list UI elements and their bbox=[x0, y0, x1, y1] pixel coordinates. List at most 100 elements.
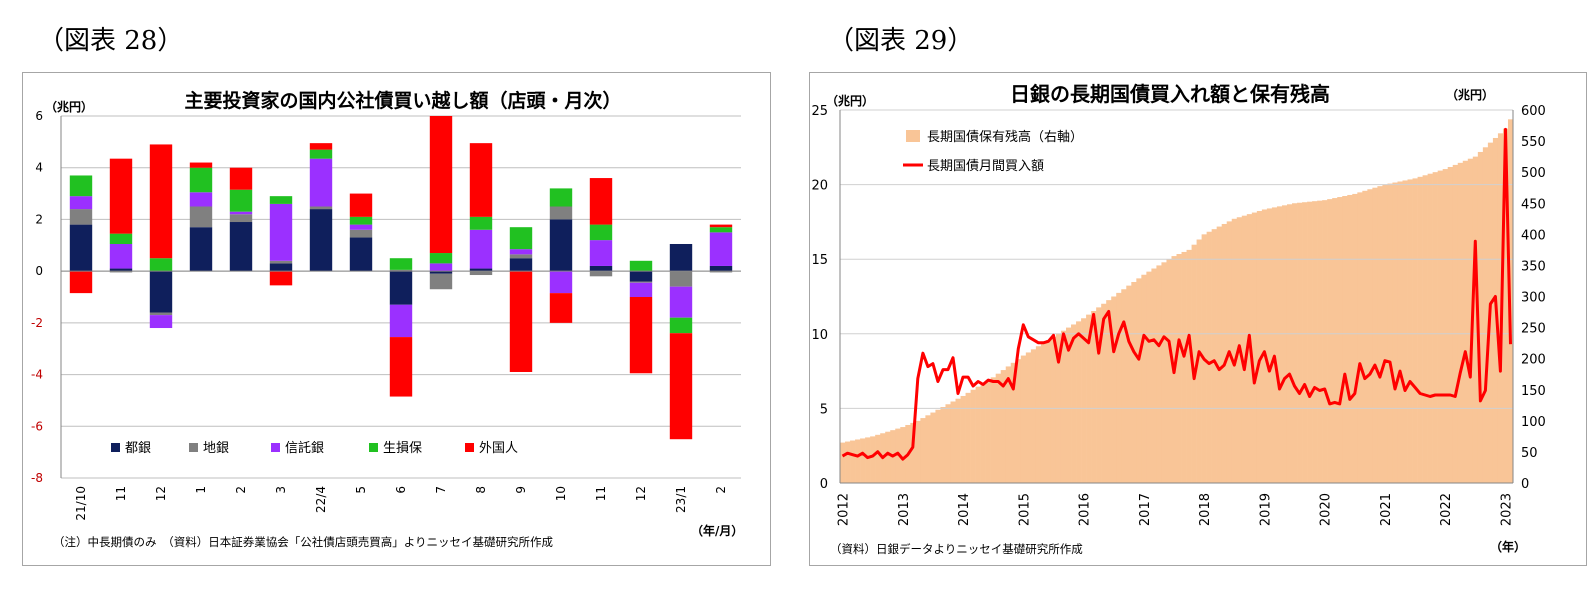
y-tick-label-left: 5 bbox=[820, 402, 828, 417]
bar-segment bbox=[669, 317, 693, 334]
area-column bbox=[875, 434, 881, 483]
y-tick-label: -2 bbox=[31, 316, 43, 330]
area-column bbox=[1146, 271, 1152, 483]
legend-swatch bbox=[111, 443, 120, 452]
y-tick-label-right: 450 bbox=[1521, 197, 1546, 212]
figure-28-label: （図表 28） bbox=[38, 26, 184, 56]
bar-segment bbox=[189, 206, 213, 228]
area-column bbox=[995, 373, 1002, 483]
area-column bbox=[1302, 202, 1308, 484]
area-column bbox=[915, 420, 921, 483]
bar-segment bbox=[709, 224, 733, 228]
legend-label: 外国人 bbox=[479, 441, 518, 456]
bar-segment bbox=[309, 143, 333, 150]
area-column bbox=[1266, 208, 1273, 484]
bar-segment bbox=[69, 271, 93, 294]
x-tick-label: 11 bbox=[594, 486, 608, 501]
chart-29-xlabel: （年） bbox=[1490, 539, 1526, 554]
bar-segment bbox=[149, 315, 173, 329]
area-column bbox=[1040, 343, 1047, 483]
bar-segment bbox=[109, 268, 133, 272]
chart-28-title: 主要投資家の国内公社債買い越し額（店頭・月次） bbox=[184, 89, 621, 112]
area-column bbox=[1166, 259, 1172, 483]
area-column bbox=[1066, 327, 1072, 483]
y-tick-label: 6 bbox=[35, 109, 43, 123]
bar-segment bbox=[349, 193, 373, 217]
bar-segment bbox=[229, 167, 253, 190]
bar-segment bbox=[429, 263, 453, 272]
bar-segment bbox=[709, 227, 733, 233]
chart-29-title: 日銀の長期国債買入れ額と保有残高 bbox=[1010, 82, 1330, 106]
area-column bbox=[1076, 321, 1082, 483]
purchase-line bbox=[841, 127, 1512, 461]
chart-29-legend: 長期国債保有残高（右軸） 長期国債月間買入額 bbox=[903, 129, 1083, 174]
bar-segment bbox=[469, 229, 493, 269]
area-column bbox=[1000, 370, 1007, 483]
x-tick-label: 2019 bbox=[1258, 493, 1273, 526]
area-column bbox=[1392, 182, 1398, 483]
bar-segment bbox=[549, 293, 573, 323]
legend-label: 信託銀 bbox=[285, 440, 324, 456]
bar-segment bbox=[509, 254, 533, 259]
bar-segment bbox=[589, 265, 613, 272]
chart-28-xlabel: （年/月） bbox=[691, 523, 743, 538]
area-column bbox=[1045, 340, 1052, 483]
area-column bbox=[895, 428, 901, 483]
area-column bbox=[1372, 187, 1378, 483]
area-column bbox=[1362, 190, 1368, 484]
y-tick-label-right: 350 bbox=[1521, 259, 1546, 274]
bar-segment bbox=[709, 271, 733, 273]
bar-segment bbox=[709, 265, 733, 272]
bar-segment bbox=[109, 233, 133, 244]
bar-segment bbox=[69, 209, 93, 225]
area-column bbox=[1377, 186, 1383, 483]
x-tick-label: 5 bbox=[354, 486, 368, 494]
area-column bbox=[1352, 193, 1358, 484]
x-tick-label: 2020 bbox=[1319, 493, 1334, 526]
area-column bbox=[1332, 198, 1338, 483]
area-column bbox=[955, 398, 961, 483]
x-tick-label: 22/4 bbox=[314, 486, 328, 513]
bar-segment bbox=[469, 143, 493, 217]
x-tick-label: 2023 bbox=[1499, 493, 1514, 526]
x-tick-label: 7 bbox=[434, 486, 448, 494]
area-column bbox=[855, 439, 861, 483]
chart-panel-29: 0 5 10 15 20 25 0 50 100 150 200 250 300 350 400 450 50… bbox=[809, 72, 1587, 566]
area-column bbox=[930, 412, 936, 483]
bar-segment bbox=[469, 216, 493, 230]
x-tick-label: 12 bbox=[634, 486, 648, 501]
y-tick-label-right: 400 bbox=[1521, 228, 1546, 243]
area-column bbox=[1251, 212, 1258, 483]
bar-segment bbox=[69, 224, 93, 272]
bar-segment bbox=[349, 216, 373, 225]
area-column bbox=[1020, 355, 1027, 483]
y-tick-label: -4 bbox=[31, 368, 43, 382]
chart-28-legend: 都銀 地銀 信託銀 生損保 外国人 bbox=[111, 440, 518, 456]
area-column bbox=[950, 401, 956, 483]
x-tick-label: 10 bbox=[554, 486, 568, 501]
area-column bbox=[1186, 249, 1192, 483]
area-column bbox=[965, 392, 971, 483]
x-tick-label: 6 bbox=[394, 486, 408, 494]
area-column bbox=[1312, 201, 1318, 483]
y-tick-label-right: 0 bbox=[1521, 477, 1529, 492]
bar-segment bbox=[149, 312, 173, 316]
area-column bbox=[1437, 170, 1443, 484]
bar-segment bbox=[629, 260, 653, 272]
bar-segment bbox=[389, 258, 413, 270]
bar-segment bbox=[189, 167, 213, 193]
area-column bbox=[1432, 172, 1438, 483]
area-column bbox=[1397, 181, 1403, 483]
x-tick-label: 1 bbox=[194, 486, 208, 494]
bar-segment bbox=[669, 271, 693, 287]
bar-segment bbox=[669, 243, 693, 272]
area-column bbox=[1060, 330, 1067, 483]
area-column bbox=[1281, 205, 1288, 484]
bar-segment bbox=[389, 271, 413, 305]
legend-label: 地銀 bbox=[203, 441, 229, 456]
area-column bbox=[960, 395, 966, 483]
x-tick-label: 8 bbox=[474, 486, 488, 494]
area-column bbox=[1121, 289, 1127, 483]
area-column bbox=[1151, 268, 1157, 483]
bar-segment bbox=[589, 224, 613, 241]
